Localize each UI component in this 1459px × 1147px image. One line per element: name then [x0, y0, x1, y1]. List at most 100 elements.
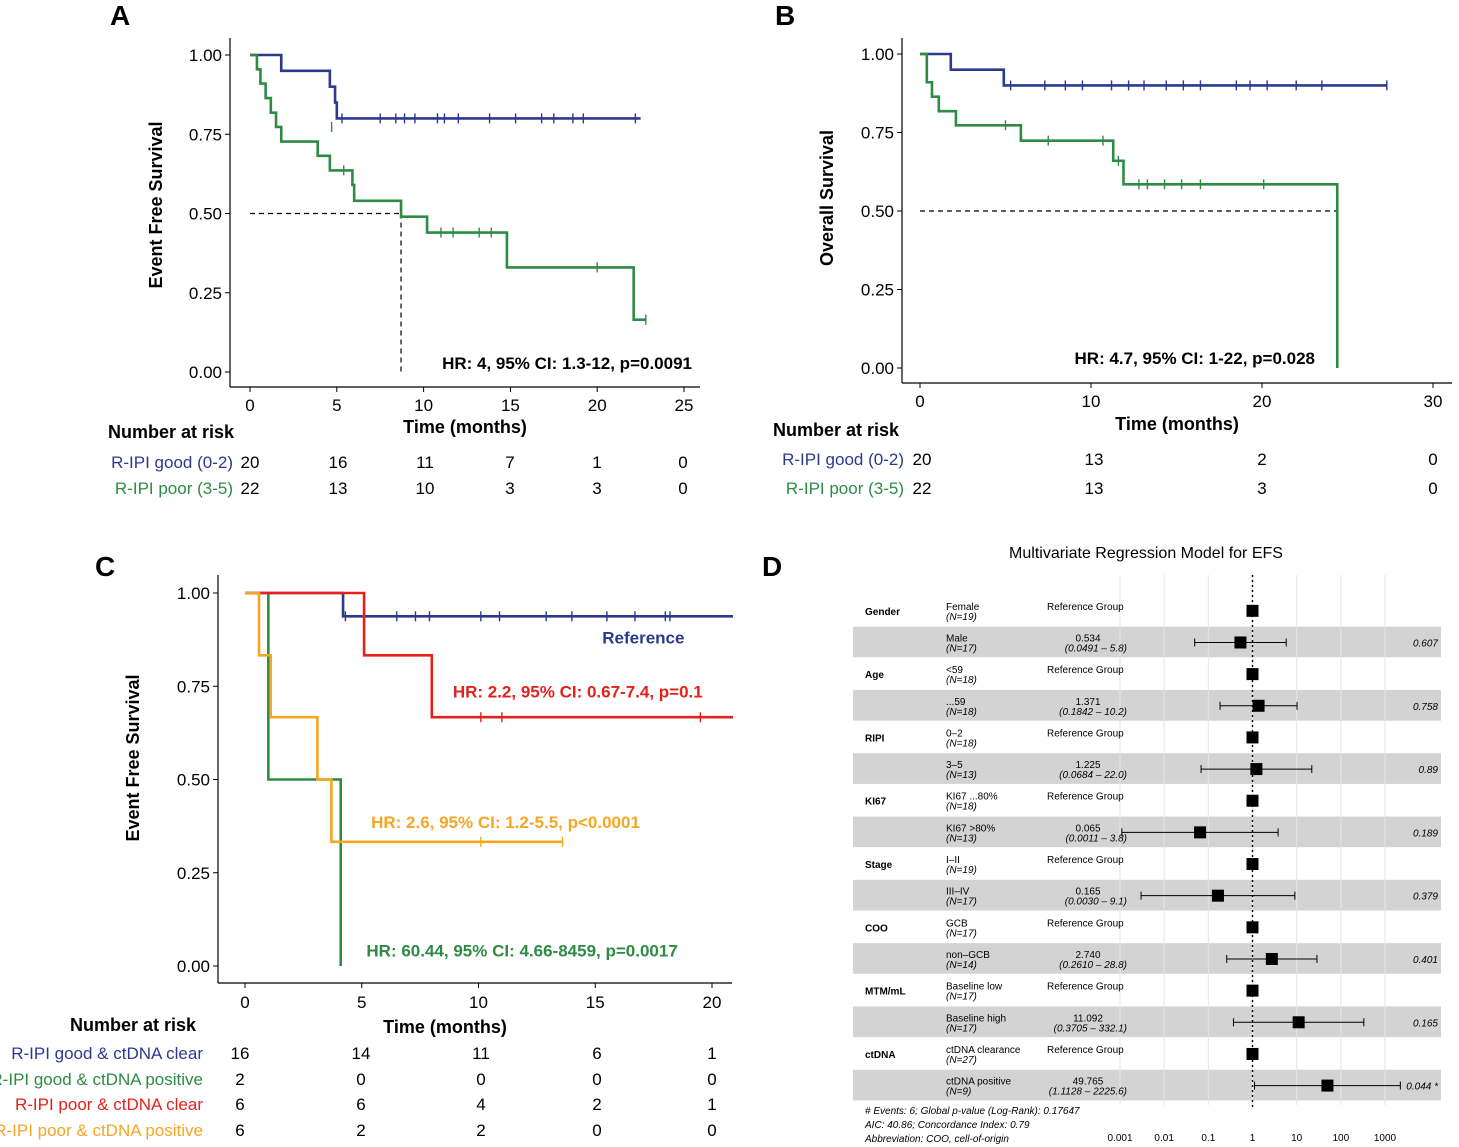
hr-annotation-red: HR: 2.2, 95% CI: 0.67-7.4, p=0.1 [453, 682, 703, 701]
forest-n-label: (N=9) [946, 1087, 971, 1098]
x-tick-label: 10 [414, 396, 433, 415]
forest-level-label: Female [946, 602, 980, 613]
risk-table-header: Number at risk [70, 1015, 197, 1035]
forest-hr-value: 1.225 [1075, 760, 1100, 771]
forest-n-label: (N=13) [946, 833, 977, 844]
forest-level-label: <59 [946, 665, 963, 676]
forest-footnote: # Events: 6; Global p-value (Log-Rank): … [865, 1106, 1080, 1117]
forest-n-label: (N=19) [946, 612, 977, 623]
forest-n-label: (N=19) [946, 865, 977, 876]
risk-row-label: R-IPI poor & ctDNA clear [15, 1095, 203, 1114]
forest-n-label: (N=14) [946, 960, 977, 971]
x-axis-title: Time (months) [403, 417, 527, 437]
forest-x-tick-label: 0.01 [1154, 1133, 1174, 1144]
forest-reference-text: Reference Group [1047, 665, 1124, 676]
x-axis-title: Time (months) [383, 1017, 507, 1037]
risk-value: 4 [476, 1095, 485, 1114]
forest-x-tick-label: 0.001 [1107, 1133, 1132, 1144]
y-tick-label: 0.00 [177, 957, 210, 976]
y-tick-label: 0.50 [189, 205, 222, 224]
forest-hr-square [1321, 1079, 1334, 1092]
forest-group-label: Stage [865, 860, 893, 871]
forest-x-tick-label: 1 [1250, 1133, 1256, 1144]
forest-n-label: (N=17) [946, 643, 977, 654]
risk-value: 14 [352, 1044, 371, 1063]
y-axis-title: Overall Survival [817, 130, 837, 266]
hr-annotation-green: HR: 60.44, 95% CI: 4.66-8459, p=0.0017 [366, 942, 677, 961]
x-tick-label: 10 [469, 993, 488, 1012]
forest-p-value: 0.607 [1413, 638, 1438, 649]
forest-x-tick-label: 100 [1332, 1133, 1349, 1144]
risk-value: 10 [416, 479, 435, 498]
risk-value: 22 [913, 479, 932, 498]
forest-group-label: COO [865, 923, 888, 934]
forest-row-band [853, 753, 1441, 784]
forest-p-value: 0.758 [1413, 702, 1438, 713]
risk-value: 13 [1085, 450, 1104, 469]
forest-p-value: 0.165 [1413, 1018, 1438, 1029]
x-tick-label: 20 [588, 396, 607, 415]
risk-value: 3 [592, 479, 601, 498]
panel-label-d: D [762, 551, 782, 582]
forest-hr-value: 2.740 [1075, 950, 1100, 961]
x-tick-label: 5 [357, 993, 366, 1012]
forest-reference-square [1246, 858, 1259, 871]
x-tick-label: 20 [1253, 392, 1272, 411]
forest-reference-square [1246, 731, 1259, 744]
risk-value: 2 [476, 1121, 485, 1140]
risk-value: 16 [231, 1044, 250, 1063]
risk-value: 6 [235, 1121, 244, 1140]
risk-value: 0 [1428, 450, 1437, 469]
forest-p-value: 0.89 [1419, 765, 1439, 776]
risk-row-label: R-IPI good (0-2) [111, 453, 233, 472]
forest-group-label: Age [865, 670, 884, 681]
x-tick-label: 0 [240, 993, 249, 1012]
y-tick-label: 0.00 [189, 363, 222, 382]
forest-hr-value: 49.765 [1073, 1077, 1104, 1088]
risk-value: 2 [592, 1095, 601, 1114]
risk-value: 2 [356, 1121, 365, 1140]
forest-hr-square [1250, 763, 1263, 776]
km-curve-orange [245, 591, 563, 844]
x-tick-label: 15 [586, 993, 605, 1012]
forest-n-label: (N=17) [946, 1023, 977, 1034]
forest-p-value: 0.189 [1413, 828, 1438, 839]
forest-level-label: III–IV [946, 887, 970, 898]
km-curve-blue [245, 591, 734, 618]
forest-n-label: (N=17) [946, 992, 977, 1003]
x-tick-label: 15 [501, 396, 520, 415]
risk-value: 20 [241, 453, 260, 472]
risk-value: 1 [592, 453, 601, 472]
forest-level-label: KI67 ...80% [946, 792, 998, 803]
forest-x-tick-label: 0.1 [1201, 1133, 1215, 1144]
forest-ci-text: (0.3705 – 332.1) [1054, 1023, 1127, 1034]
forest-ci-text: (0.2610 – 28.8) [1059, 960, 1127, 971]
forest-x-tick-label: 1000 [1374, 1133, 1397, 1144]
risk-value: 0 [592, 1121, 601, 1140]
risk-value: 0 [707, 1070, 716, 1089]
x-tick-label: 25 [675, 396, 694, 415]
forest-row-band [853, 689, 1441, 721]
forest-reference-text: Reference Group [1047, 982, 1124, 993]
risk-value: 1 [707, 1044, 716, 1063]
forest-level-label: ...59 [946, 697, 966, 708]
risk-value: 2 [235, 1070, 244, 1089]
forest-reference-text: Reference Group [1047, 855, 1124, 866]
forest-ci-text: (0.0491 – 5.8) [1065, 643, 1127, 654]
x-tick-label: 20 [703, 993, 722, 1012]
x-tick-label: 30 [1424, 392, 1443, 411]
forest-hr-square [1234, 636, 1247, 649]
forest-group-label: Gender [865, 607, 900, 618]
hr-annotation: HR: 4.7, 95% CI: 1-22, p=0.028 [1075, 349, 1315, 368]
y-tick-label: 0.50 [177, 771, 210, 790]
panel-label-a: A [110, 0, 130, 31]
forest-reference-square [1246, 1047, 1259, 1060]
risk-value: 20 [913, 450, 932, 469]
risk-value: 11 [472, 1044, 490, 1063]
risk-value: 1 [707, 1095, 716, 1114]
forest-level-label: Baseline high [946, 1013, 1006, 1024]
forest-level-label: 0–2 [946, 728, 963, 739]
